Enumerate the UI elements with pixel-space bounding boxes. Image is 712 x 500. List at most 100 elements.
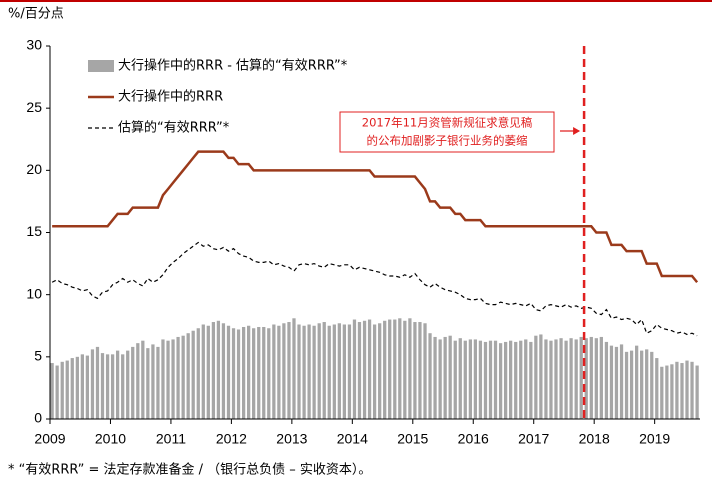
bar — [584, 338, 588, 419]
bar — [544, 339, 548, 419]
bar — [312, 325, 316, 419]
bar — [121, 354, 125, 419]
bar — [241, 326, 246, 419]
bar — [393, 319, 397, 419]
bar — [277, 325, 281, 419]
bar — [614, 346, 619, 419]
bar — [594, 338, 598, 419]
bar — [171, 339, 175, 419]
bar — [388, 319, 392, 419]
bar — [514, 341, 518, 419]
bar — [337, 323, 341, 419]
bar — [372, 324, 377, 419]
bar — [95, 346, 100, 419]
legend-label: 大行操作中的RRR - 估算的“有效RRR”* — [118, 58, 348, 74]
bar — [524, 339, 528, 419]
bar — [650, 351, 654, 419]
bar — [80, 354, 84, 419]
bar — [201, 324, 205, 419]
bar — [438, 339, 442, 419]
bar — [352, 319, 357, 419]
bar — [559, 338, 563, 419]
y-tick-label: 25 — [26, 99, 42, 115]
bar — [473, 339, 478, 419]
bar — [110, 354, 115, 419]
bar — [453, 340, 457, 419]
bar — [292, 318, 296, 419]
bar — [690, 361, 694, 419]
bar — [131, 346, 135, 419]
bar — [695, 365, 699, 419]
bar — [503, 341, 508, 419]
bar — [85, 355, 90, 419]
annotation-text: 2017年11月资管新规征求意见稿 — [362, 116, 532, 130]
bar — [50, 363, 54, 419]
bar — [247, 325, 251, 419]
bar — [161, 339, 165, 419]
bar — [146, 348, 150, 419]
bar — [478, 340, 483, 419]
bar — [589, 336, 593, 419]
bar — [90, 349, 95, 419]
bar — [660, 366, 664, 419]
bar — [206, 325, 210, 419]
bar — [191, 330, 195, 419]
bar — [60, 361, 64, 419]
line — [52, 150, 699, 284]
y-tick-label: 5 — [34, 348, 42, 364]
bar — [574, 339, 578, 419]
bar — [166, 340, 170, 419]
annotation-arrowhead — [573, 127, 581, 135]
bar — [216, 320, 221, 419]
bar — [282, 323, 286, 419]
bar — [509, 340, 513, 419]
x-tick-label: 2014 — [337, 431, 368, 447]
bar — [599, 336, 603, 419]
y-tick-label: 20 — [26, 161, 42, 177]
bar — [156, 346, 160, 419]
bar — [347, 324, 352, 419]
bar — [252, 328, 256, 419]
bar — [342, 324, 346, 419]
x-tick-label: 2013 — [276, 431, 307, 447]
bar — [141, 340, 145, 419]
bar — [488, 340, 493, 419]
bar — [357, 322, 362, 419]
bar — [448, 335, 452, 419]
bar — [221, 323, 226, 419]
legend-swatch — [88, 60, 114, 72]
bar — [297, 324, 301, 419]
line — [51, 241, 698, 337]
bar — [176, 336, 180, 419]
bar — [287, 322, 291, 419]
bar — [463, 340, 467, 419]
bar — [367, 319, 372, 419]
bar — [115, 350, 120, 419]
bar — [413, 322, 417, 419]
bar — [272, 324, 276, 419]
bar — [317, 323, 321, 419]
bar — [675, 361, 679, 419]
y-unit-label: %/百分点 — [8, 7, 64, 22]
bar — [65, 360, 69, 419]
bar — [105, 354, 110, 419]
bar — [423, 323, 427, 419]
bar — [685, 360, 689, 419]
bar — [236, 329, 241, 419]
legend-label: 估算的“有效RRR”* — [118, 120, 230, 136]
bar — [549, 340, 553, 419]
bar — [75, 356, 79, 419]
bar — [529, 341, 533, 419]
bar — [640, 350, 644, 419]
bar — [680, 363, 684, 419]
x-tick-label: 2016 — [458, 431, 489, 447]
bar — [231, 328, 236, 419]
bar — [181, 335, 185, 419]
y-tick-label: 30 — [26, 37, 42, 53]
annotation-box — [339, 111, 555, 153]
bar — [70, 358, 74, 419]
bar — [635, 345, 639, 419]
bar — [257, 326, 261, 419]
bar — [332, 324, 336, 419]
